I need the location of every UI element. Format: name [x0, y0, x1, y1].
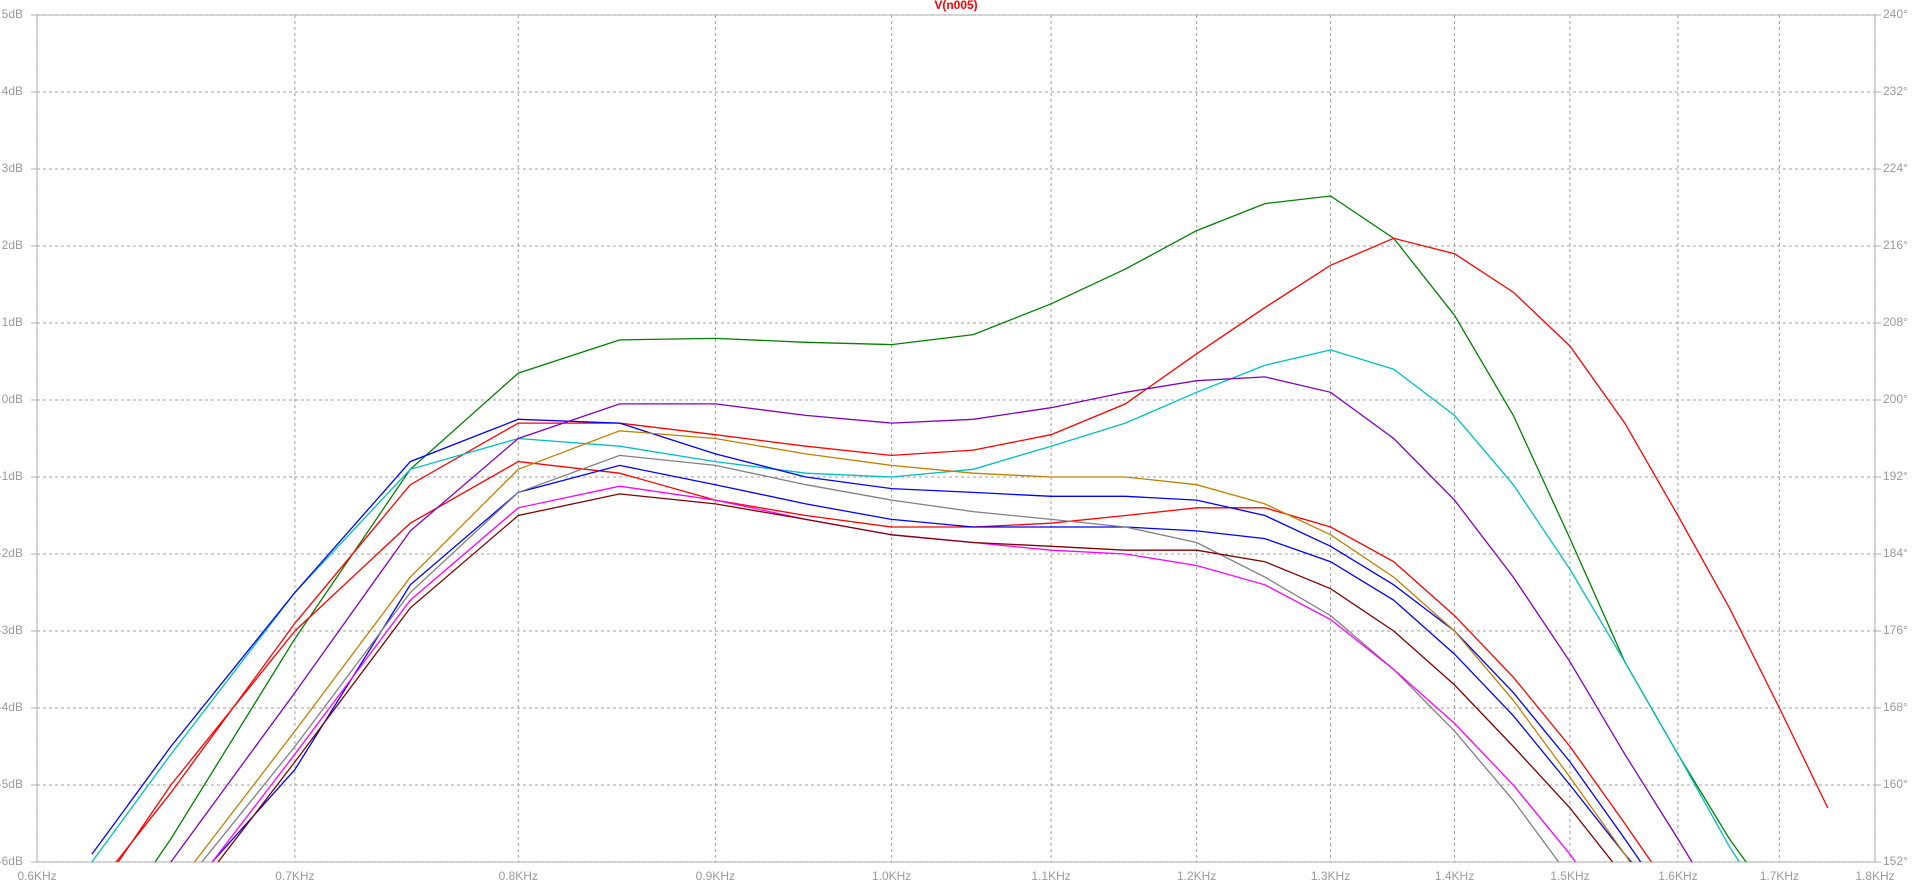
trace [201, 454, 1560, 862]
y2-tick-label: 192° [1883, 469, 1908, 483]
x-tick-label: 1.6KHz [1658, 869, 1697, 883]
x-tick-label: 1.5KHz [1550, 869, 1589, 883]
x-tick-label: 1.4KHz [1435, 869, 1474, 883]
y-tick-label: -4dB [0, 700, 23, 714]
trace [117, 460, 1653, 862]
trace [170, 376, 1693, 862]
y-tick-label: 0dB [2, 392, 23, 406]
y-tick-label: -1dB [0, 469, 23, 483]
y2-tick-label: 184° [1883, 546, 1908, 560]
y2-tick-label: 152° [1883, 854, 1908, 868]
y2-tick-label: 200° [1883, 392, 1908, 406]
x-tick-label: 1.8KHz [1855, 869, 1894, 883]
trace [217, 493, 1614, 862]
y-tick-label: -3dB [0, 623, 23, 637]
y2-tick-label: 168° [1883, 700, 1908, 714]
y2-tick-label: 216° [1883, 238, 1908, 252]
y-tick-label: 3dB [2, 161, 23, 175]
trace [91, 418, 1642, 862]
trace [91, 349, 1741, 862]
x-tick-label: 1.2KHz [1177, 869, 1216, 883]
x-tick-label: 0.6KHz [17, 869, 56, 883]
trace [115, 237, 1829, 862]
y2-tick-label: 240° [1883, 7, 1908, 21]
trace [211, 464, 1633, 862]
y2-tick-label: 208° [1883, 315, 1908, 329]
trace [193, 430, 1631, 862]
y2-tick-label: 224° [1883, 161, 1908, 175]
y2-tick-label: 232° [1883, 84, 1908, 98]
x-tick-label: 0.7KHz [275, 869, 314, 883]
x-tick-label: 1.3KHz [1311, 869, 1350, 883]
y-tick-label: 1dB [2, 315, 23, 329]
plot-frame [36, 14, 1876, 863]
trace [154, 195, 1747, 862]
y-tick-label: 2dB [2, 238, 23, 252]
x-tick-label: 1.1KHz [1031, 869, 1070, 883]
y-tick-label: 5dB [2, 7, 23, 21]
trace-title: V(n005) [934, 0, 977, 12]
y2-tick-label: 160° [1883, 777, 1908, 791]
trace [211, 485, 1577, 862]
y2-tick-label: 176° [1883, 623, 1908, 637]
x-tick-label: 1.7KHz [1760, 869, 1799, 883]
y-tick-label: -5dB [0, 777, 23, 791]
x-tick-label: 0.8KHz [499, 869, 538, 883]
traces [91, 195, 1829, 862]
x-tick-label: 1.0KHz [872, 869, 911, 883]
y-tick-label: 4dB [2, 84, 23, 98]
y-tick-label: -6dB [0, 854, 23, 868]
x-tick-label: 0.9KHz [696, 869, 735, 883]
y-tick-label: -2dB [0, 546, 23, 560]
